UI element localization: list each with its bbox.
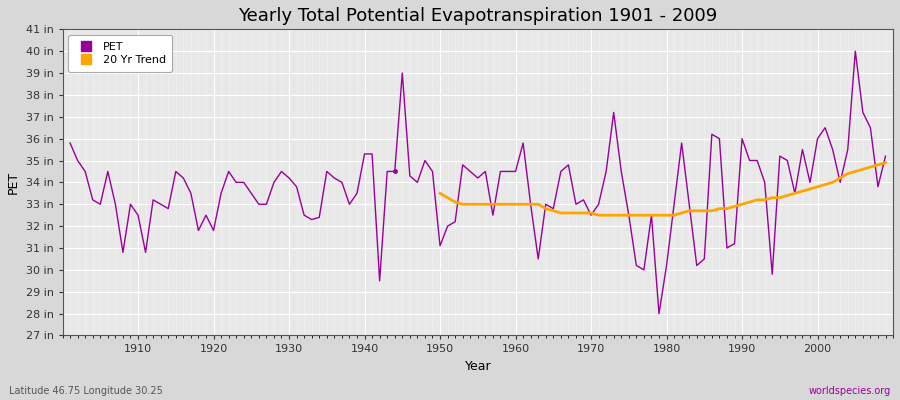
Y-axis label: PET: PET — [7, 171, 20, 194]
Title: Yearly Total Potential Evapotranspiration 1901 - 2009: Yearly Total Potential Evapotranspiratio… — [238, 7, 717, 25]
X-axis label: Year: Year — [464, 360, 491, 373]
Text: worldspecies.org: worldspecies.org — [809, 386, 891, 396]
Text: Latitude 46.75 Longitude 30.25: Latitude 46.75 Longitude 30.25 — [9, 386, 163, 396]
Legend: PET, 20 Yr Trend: PET, 20 Yr Trend — [68, 35, 172, 72]
